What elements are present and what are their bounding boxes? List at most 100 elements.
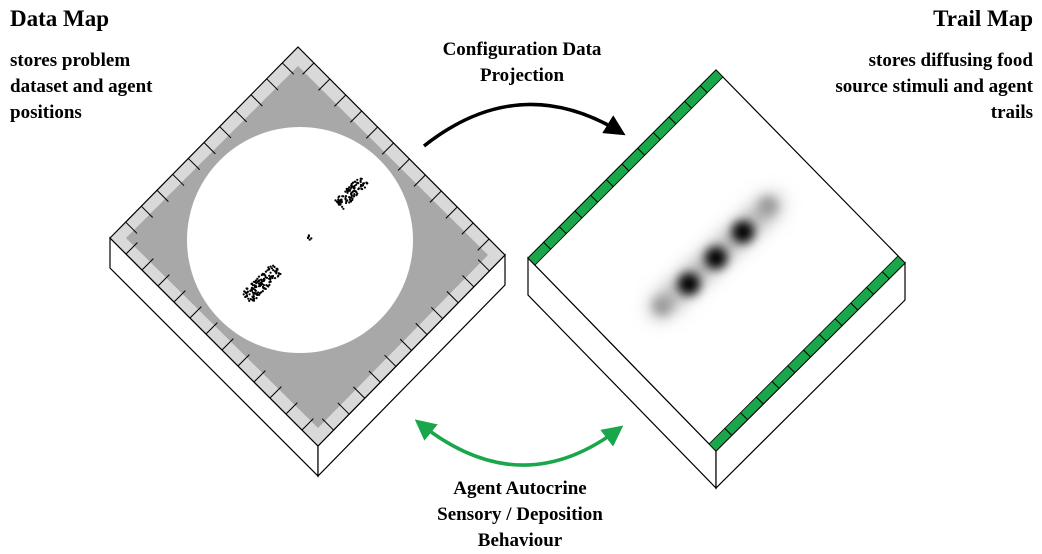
- agent-dot: [250, 288, 253, 291]
- border-cell-divider: [637, 147, 646, 156]
- border-cell-divider: [234, 110, 248, 123]
- trail-blob: [732, 221, 754, 243]
- border-cell-divider: [221, 338, 234, 351]
- agent-dot: [257, 275, 261, 278]
- border-cell-divider: [281, 62, 295, 75]
- trail-map-description-line: source stimuli and agent: [835, 76, 1033, 97]
- border-cell-divider: [156, 189, 169, 202]
- agent-dot: [274, 277, 277, 280]
- border-cell-divider: [141, 258, 154, 271]
- agent-dot: [350, 184, 353, 187]
- border-cell-divider: [684, 100, 693, 109]
- trail-blob: [653, 297, 671, 315]
- agent-dot: [262, 284, 265, 287]
- border-cell-divider: [866, 286, 874, 295]
- agent-dot: [334, 199, 337, 202]
- border-cell-divider: [605, 179, 614, 188]
- border-cell-divider: [881, 271, 890, 280]
- agent-dot: [347, 187, 350, 190]
- agent-dot: [277, 272, 280, 275]
- agent-dot: [353, 186, 356, 189]
- agent-dot: [268, 268, 271, 271]
- agent-dot: [261, 285, 264, 288]
- border-cell-divider: [574, 210, 583, 219]
- data-map-title: Data Map: [10, 6, 109, 31]
- agent-dot: [349, 188, 352, 191]
- agent-dot: [257, 282, 260, 285]
- agent-dot: [348, 196, 351, 199]
- agent-dot: [273, 265, 276, 269]
- agent-dot: [260, 281, 263, 284]
- border-cell-divider: [203, 142, 216, 155]
- agent-dot: [249, 298, 252, 301]
- agent-dot: [341, 205, 344, 208]
- trail-map-description-line: trails: [991, 102, 1033, 123]
- agent-dot: [269, 265, 272, 268]
- agent-dot: [251, 291, 254, 294]
- agent-dot: [253, 291, 256, 294]
- agent-dot: [349, 200, 353, 203]
- agent-dot: [254, 289, 257, 292]
- agent-dot: [363, 186, 366, 189]
- border-cell-divider: [125, 221, 138, 234]
- autocrine-arrow: [414, 419, 624, 467]
- agent-dot: [267, 266, 270, 269]
- agent-dot: [344, 195, 348, 198]
- agent-dot: [268, 283, 271, 286]
- data-map-description-line: stores problem: [10, 50, 130, 71]
- agent-dot: [340, 201, 343, 204]
- trail-map-description-line: stores diffusing food: [869, 50, 1034, 71]
- agent-dot: [259, 278, 263, 281]
- agent-dot: [272, 269, 275, 272]
- border-cell-divider: [771, 380, 780, 389]
- agent-dot: [353, 193, 356, 196]
- agent-dot: [269, 271, 272, 274]
- border-cell-divider: [430, 306, 444, 320]
- border-cell-divider: [157, 274, 170, 287]
- agent-dot: [264, 287, 267, 290]
- agent-dot: [254, 279, 257, 282]
- border-cell-divider: [724, 427, 733, 436]
- border-cell-divider: [429, 190, 442, 203]
- trail-blob: [705, 247, 727, 269]
- border-cell-divider: [285, 402, 298, 415]
- agent-dot: [339, 203, 342, 206]
- border-cell-divider: [140, 205, 154, 218]
- border-cell-divider: [399, 338, 412, 351]
- data-map-description-line: dataset and agent: [10, 76, 153, 97]
- border-cell-divider: [266, 78, 279, 91]
- data-map: [109, 46, 506, 478]
- agent-dot: [252, 287, 255, 290]
- agent-dot: [258, 292, 262, 295]
- border-cell-divider: [189, 306, 202, 319]
- agent-dot: [307, 235, 310, 238]
- border-cell-divider: [321, 418, 334, 431]
- agent-dot: [257, 279, 261, 283]
- border-cell-divider: [353, 386, 366, 399]
- border-cell-divider: [269, 386, 282, 399]
- border-cell-divider: [461, 222, 474, 235]
- border-cell-divider: [173, 290, 186, 303]
- agent-dot: [256, 277, 259, 280]
- agent-dot: [250, 282, 254, 285]
- agent-dot: [251, 284, 255, 287]
- agent-dot: [252, 293, 255, 296]
- agent-dot: [355, 194, 358, 197]
- agent-dot: [245, 287, 248, 290]
- border-cell-divider: [652, 132, 661, 141]
- agent-dot: [342, 207, 345, 210]
- border-cell-divider: [413, 174, 426, 187]
- agent-dot: [269, 276, 272, 279]
- agent-dot: [335, 200, 339, 203]
- agent-dot: [357, 182, 360, 185]
- projection-label-line: Configuration Data: [443, 39, 602, 60]
- agent-dot: [341, 195, 344, 198]
- agent-dot: [359, 180, 362, 183]
- agent-dot: [263, 273, 266, 276]
- agent-dot: [308, 238, 311, 241]
- data-map-agents: [242, 177, 369, 302]
- agent-dot: [267, 285, 270, 288]
- border-cell-divider: [187, 158, 201, 171]
- agent-dot: [247, 297, 250, 300]
